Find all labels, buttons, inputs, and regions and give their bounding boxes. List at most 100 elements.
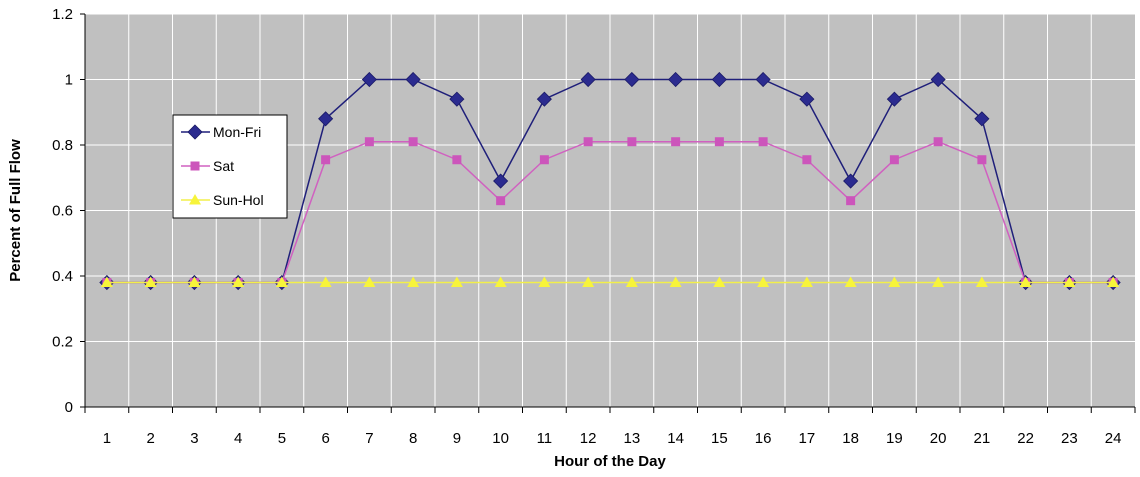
data-point <box>889 155 899 165</box>
data-point <box>452 155 462 165</box>
x-tick-label: 20 <box>930 430 947 447</box>
data-point <box>1107 276 1120 288</box>
data-point <box>624 71 640 88</box>
x-tick-label: 4 <box>234 430 242 447</box>
data-point <box>538 276 551 288</box>
data-point <box>493 173 509 189</box>
data-point <box>846 196 856 206</box>
data-point <box>977 155 987 165</box>
data-point <box>496 196 506 206</box>
data-point <box>536 91 552 107</box>
x-tick-label: 3 <box>190 430 198 447</box>
legend-label: Mon-Fri <box>213 124 261 140</box>
data-point <box>580 71 596 88</box>
data-point <box>711 71 727 88</box>
y-tick-label: 0.6 <box>52 203 73 220</box>
data-point <box>625 276 638 288</box>
data-point <box>582 276 595 288</box>
legend-marker <box>190 161 200 171</box>
data-point <box>100 276 113 288</box>
data-point <box>364 137 374 147</box>
data-point <box>583 137 593 147</box>
data-point <box>450 276 463 288</box>
data-point <box>757 276 770 288</box>
x-axis-title: Hour of the Day <box>554 453 666 470</box>
legend-label: Sun-Hol <box>213 192 264 208</box>
data-point <box>319 276 332 288</box>
data-point <box>144 276 157 288</box>
x-tick-label: 7 <box>365 430 373 447</box>
x-tick-label: 10 <box>492 430 509 447</box>
data-point <box>232 276 245 288</box>
data-point <box>275 276 288 288</box>
series-layer <box>99 71 1121 291</box>
data-point <box>755 71 771 88</box>
x-tick-label: 17 <box>799 430 816 447</box>
legend-entry: Mon-Fri <box>181 124 261 140</box>
x-tick-label: 8 <box>409 430 417 447</box>
data-point <box>407 276 420 288</box>
data-point <box>668 71 684 88</box>
x-tick-label: 23 <box>1061 430 1078 447</box>
x-tick-label: 13 <box>624 430 641 447</box>
legend-marker <box>189 194 201 205</box>
x-tick-label: 15 <box>711 430 728 447</box>
y-tick-label: 0.4 <box>52 268 73 285</box>
y-tick-labels: 0 0.2 0.4 0.6 0.8 1 1.2 <box>52 6 73 416</box>
data-point <box>408 137 418 147</box>
data-point <box>1063 276 1076 288</box>
x-tick-label: 11 <box>537 430 553 447</box>
x-tick-label: 14 <box>667 430 684 447</box>
legend-entry: Sun-Hol <box>181 192 264 208</box>
data-point <box>799 91 815 107</box>
data-point <box>844 276 857 288</box>
data-point <box>974 111 990 127</box>
x-tick-label: 24 <box>1105 430 1122 447</box>
data-point <box>888 276 901 288</box>
data-point <box>188 276 201 288</box>
data-point <box>713 276 726 288</box>
x-tick-label: 12 <box>580 430 597 447</box>
data-point <box>494 276 507 288</box>
y-axis-title: Percent of Full Flow <box>7 139 24 282</box>
data-point <box>758 137 768 147</box>
y-tick-label: 0 <box>65 399 73 416</box>
data-point <box>539 155 549 165</box>
x-tick-label: 18 <box>842 430 859 447</box>
data-point <box>449 91 465 107</box>
data-point <box>843 173 859 189</box>
x-tick-label: 2 <box>146 430 154 447</box>
x-tick-label: 5 <box>278 430 286 447</box>
data-point <box>933 137 943 147</box>
data-point <box>669 276 682 288</box>
legend: Mon-Fri Sat Sun-Hol <box>172 114 288 219</box>
data-point <box>627 137 637 147</box>
data-point <box>975 276 988 288</box>
y-tick-label: 1.2 <box>52 6 73 23</box>
data-point <box>363 276 376 288</box>
data-point <box>886 91 902 107</box>
data-point <box>671 137 681 147</box>
data-point <box>802 155 812 165</box>
legend-marker <box>187 124 203 140</box>
legend-label: Sat <box>213 158 234 174</box>
y-tick-label: 1 <box>65 72 73 89</box>
data-point <box>714 137 724 147</box>
x-tick-label: 16 <box>755 430 772 447</box>
data-point <box>932 276 945 288</box>
data-point <box>800 276 813 288</box>
data-point <box>318 111 334 127</box>
data-point <box>1019 276 1032 288</box>
x-tick-label: 21 <box>974 430 991 447</box>
series-sun-hol <box>100 276 1120 288</box>
x-tick-label: 19 <box>886 430 903 447</box>
data-point <box>361 71 377 88</box>
data-point <box>405 71 421 88</box>
axes <box>80 13 1136 413</box>
x-tick-label: 6 <box>321 430 329 447</box>
y-tick-label: 0.8 <box>52 137 73 154</box>
data-point <box>930 71 946 88</box>
x-tick-label: 1 <box>103 430 111 447</box>
